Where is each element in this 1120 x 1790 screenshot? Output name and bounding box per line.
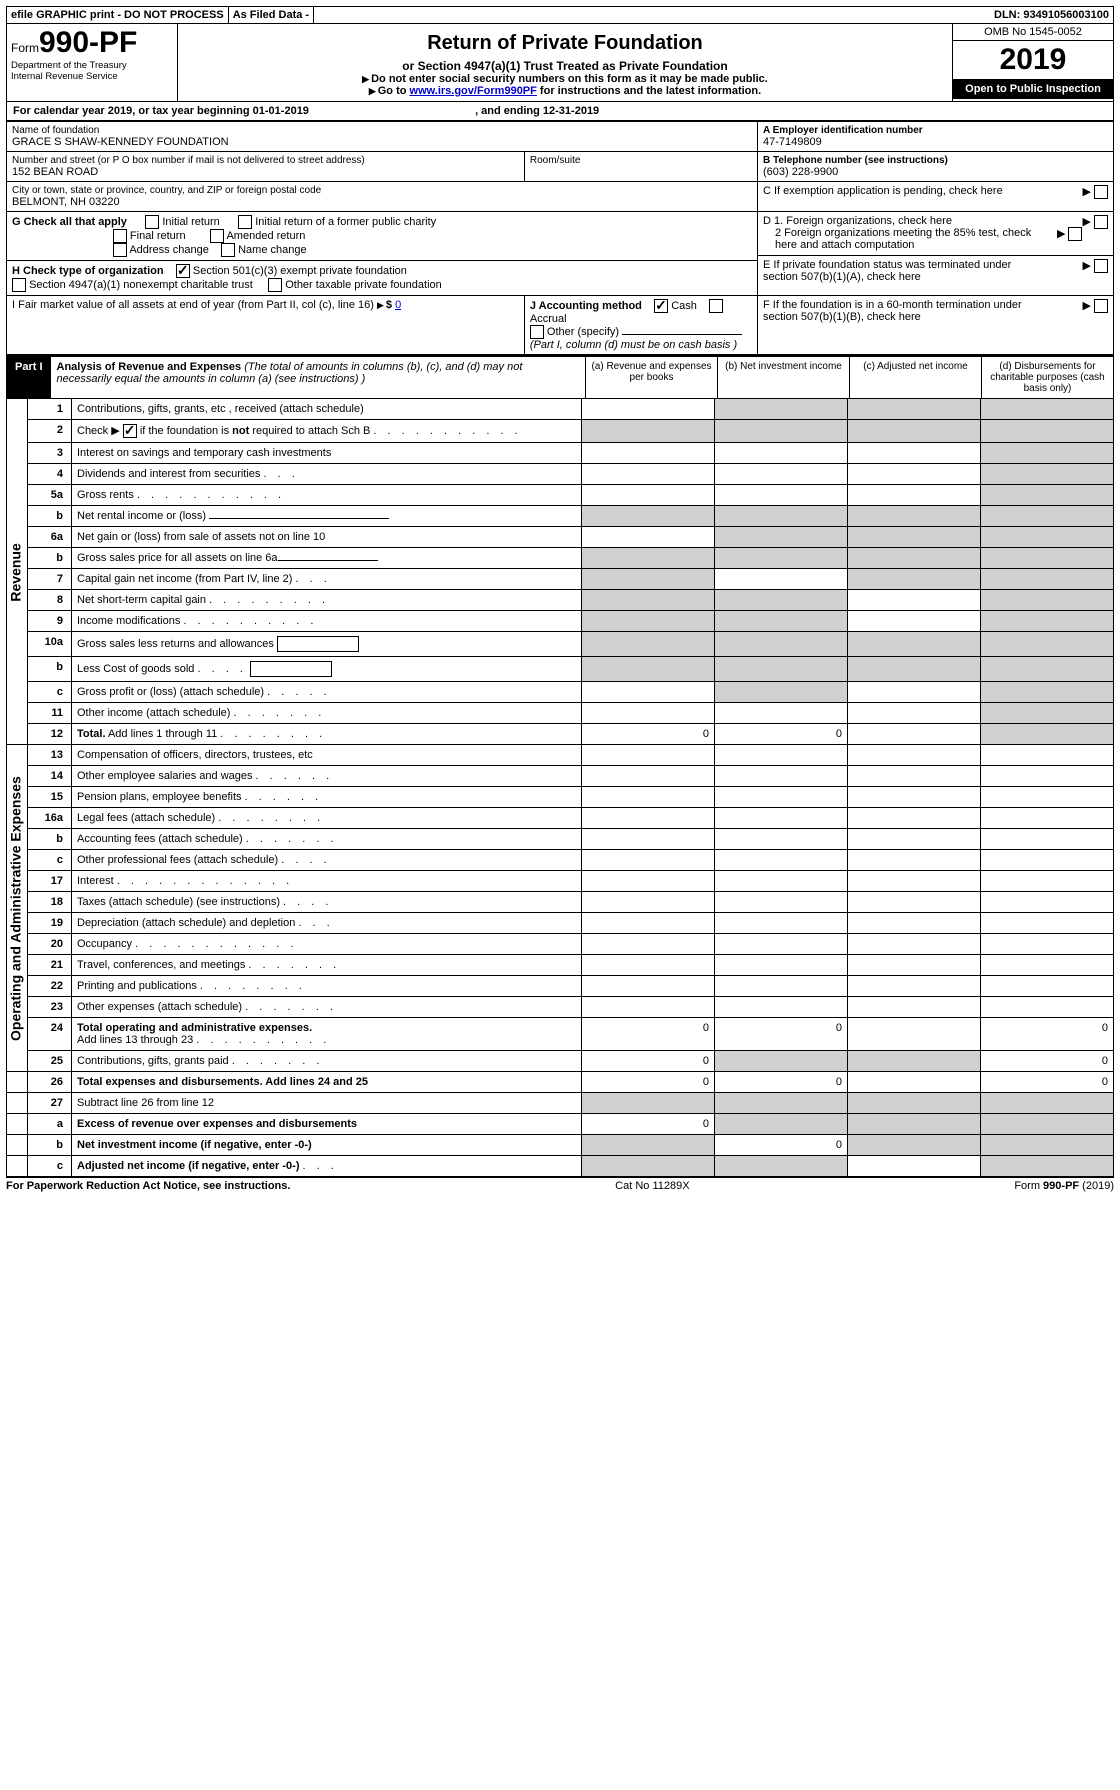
g-initial-former-cb[interactable] (238, 215, 252, 229)
dln-label: DLN: 93491056003100 (990, 7, 1113, 23)
part1-title: Analysis of Revenue and Expenses (57, 361, 242, 373)
h-other-cb[interactable] (268, 278, 282, 292)
note-goto-pre: Go to (378, 85, 410, 97)
c-label: C If exemption application is pending, c… (763, 185, 1003, 197)
footer-mid: Cat No 11289X (615, 1180, 689, 1192)
asfiled-label: As Filed Data - (229, 7, 314, 23)
l12-b: 0 (715, 724, 848, 745)
l25-d: 0 (981, 1051, 1114, 1072)
irs-label: Internal Revenue Service (11, 71, 173, 82)
e-label: E If private foundation status was termi… (763, 259, 1043, 283)
part1-label: Part I (7, 357, 51, 398)
form-prefix: Form (11, 41, 39, 55)
l24-b: 0 (715, 1018, 848, 1051)
form-header: Form990-PF Department of the Treasury In… (6, 24, 1114, 102)
g-label: G Check all that apply (12, 216, 127, 228)
note-ssn: Do not enter social security numbers on … (371, 73, 768, 85)
city-value: BELMONT, NH 03220 (12, 196, 752, 208)
h-4947-cb[interactable] (12, 278, 26, 292)
g-final-cb[interactable] (113, 229, 127, 243)
room-label: Room/suite (530, 155, 752, 166)
l27b-b: 0 (715, 1135, 848, 1156)
l24-a: 0 (582, 1018, 715, 1051)
h-label: H Check type of organization (12, 265, 164, 277)
e-checkbox[interactable] (1094, 259, 1108, 273)
ein-value: 47-7149809 (763, 136, 1108, 148)
col-b-hdr: (b) Net investment income (718, 357, 850, 398)
i-label: I Fair market value of all assets at end… (12, 299, 374, 311)
j-other-cb[interactable] (530, 325, 544, 339)
efile-label: efile GRAPHIC print - DO NOT PROCESS (7, 7, 229, 23)
form-number: 990-PF (39, 26, 137, 59)
j-accrual-cb[interactable] (709, 299, 723, 313)
d2-checkbox[interactable] (1068, 227, 1082, 241)
tax-year: 2019 (953, 41, 1113, 79)
col-c-hdr: (c) Adjusted net income (850, 357, 982, 398)
g-addrchange-cb[interactable] (113, 243, 127, 257)
d1-label: D 1. Foreign organizations, check here (763, 215, 952, 227)
info-table: Name of foundation GRACE S SHAW-KENNEDY … (6, 121, 1114, 355)
side-expenses: Operating and Administrative Expenses (7, 745, 28, 1072)
addr-label: Number and street (or P O box number if … (12, 155, 519, 166)
top-bar: efile GRAPHIC print - DO NOT PROCESS As … (6, 6, 1114, 24)
l12-a: 0 (582, 724, 715, 745)
d2-label: 2 Foreign organizations meeting the 85% … (763, 227, 1035, 251)
g-amended-cb[interactable] (210, 229, 224, 243)
name-label: Name of foundation (12, 125, 752, 136)
footer-left: For Paperwork Reduction Act Notice, see … (6, 1180, 290, 1192)
begin-date: 01-01-2019 (253, 105, 309, 117)
l26-b: 0 (715, 1072, 848, 1093)
calendar-year-row: For calendar year 2019, or tax year begi… (6, 102, 1114, 121)
open-inspection: Open to Public Inspection (953, 79, 1113, 99)
addr-value: 152 BEAN ROAD (12, 166, 519, 178)
tel-label: B Telephone number (see instructions) (763, 155, 948, 166)
j-cash-cb[interactable] (654, 299, 668, 313)
l24-d: 0 (981, 1018, 1114, 1051)
i-value[interactable]: 0 (395, 299, 401, 311)
ein-label: A Employer identification number (763, 125, 923, 136)
page-footer: For Paperwork Reduction Act Notice, see … (6, 1177, 1114, 1192)
form-title: Return of Private Foundation (182, 32, 948, 55)
tel-value: (603) 228-9900 (763, 166, 1108, 178)
end-date: 12-31-2019 (543, 105, 599, 117)
part1-header: Part I Analysis of Revenue and Expenses … (6, 355, 1114, 399)
form-subtitle: or Section 4947(a)(1) Trust Treated as P… (182, 59, 948, 73)
g-initial-cb[interactable] (145, 215, 159, 229)
f-checkbox[interactable] (1094, 299, 1108, 313)
omb-number: OMB No 1545-0052 (953, 24, 1113, 41)
l2-checkbox[interactable] (123, 424, 137, 438)
l26-a: 0 (582, 1072, 715, 1093)
side-revenue: Revenue (7, 399, 28, 745)
g-namechange-cb[interactable] (221, 243, 235, 257)
j-note: (Part I, column (d) must be on cash basi… (530, 339, 737, 351)
irs-link[interactable]: www.irs.gov/Form990PF (410, 85, 537, 97)
footer-form: 990-PF (1043, 1180, 1079, 1192)
j-label: J Accounting method (530, 300, 642, 312)
dept-treasury: Department of the Treasury (11, 60, 173, 71)
city-label: City or town, state or province, country… (12, 185, 752, 196)
lines-table: Revenue 1Contributions, gifts, grants, e… (6, 399, 1114, 1177)
f-label: F If the foundation is in a 60-month ter… (763, 299, 1043, 323)
col-d-hdr: (d) Disbursements for charitable purpose… (982, 357, 1113, 398)
foundation-name: GRACE S SHAW-KENNEDY FOUNDATION (12, 136, 752, 148)
l27a-a: 0 (582, 1114, 715, 1135)
d1-checkbox[interactable] (1094, 215, 1108, 229)
c-checkbox[interactable] (1094, 185, 1108, 199)
l26-d: 0 (981, 1072, 1114, 1093)
note-goto-post: for instructions and the latest informat… (537, 85, 761, 97)
col-a-hdr: (a) Revenue and expenses per books (586, 357, 718, 398)
h-501c3-cb[interactable] (176, 264, 190, 278)
l25-a: 0 (582, 1051, 715, 1072)
